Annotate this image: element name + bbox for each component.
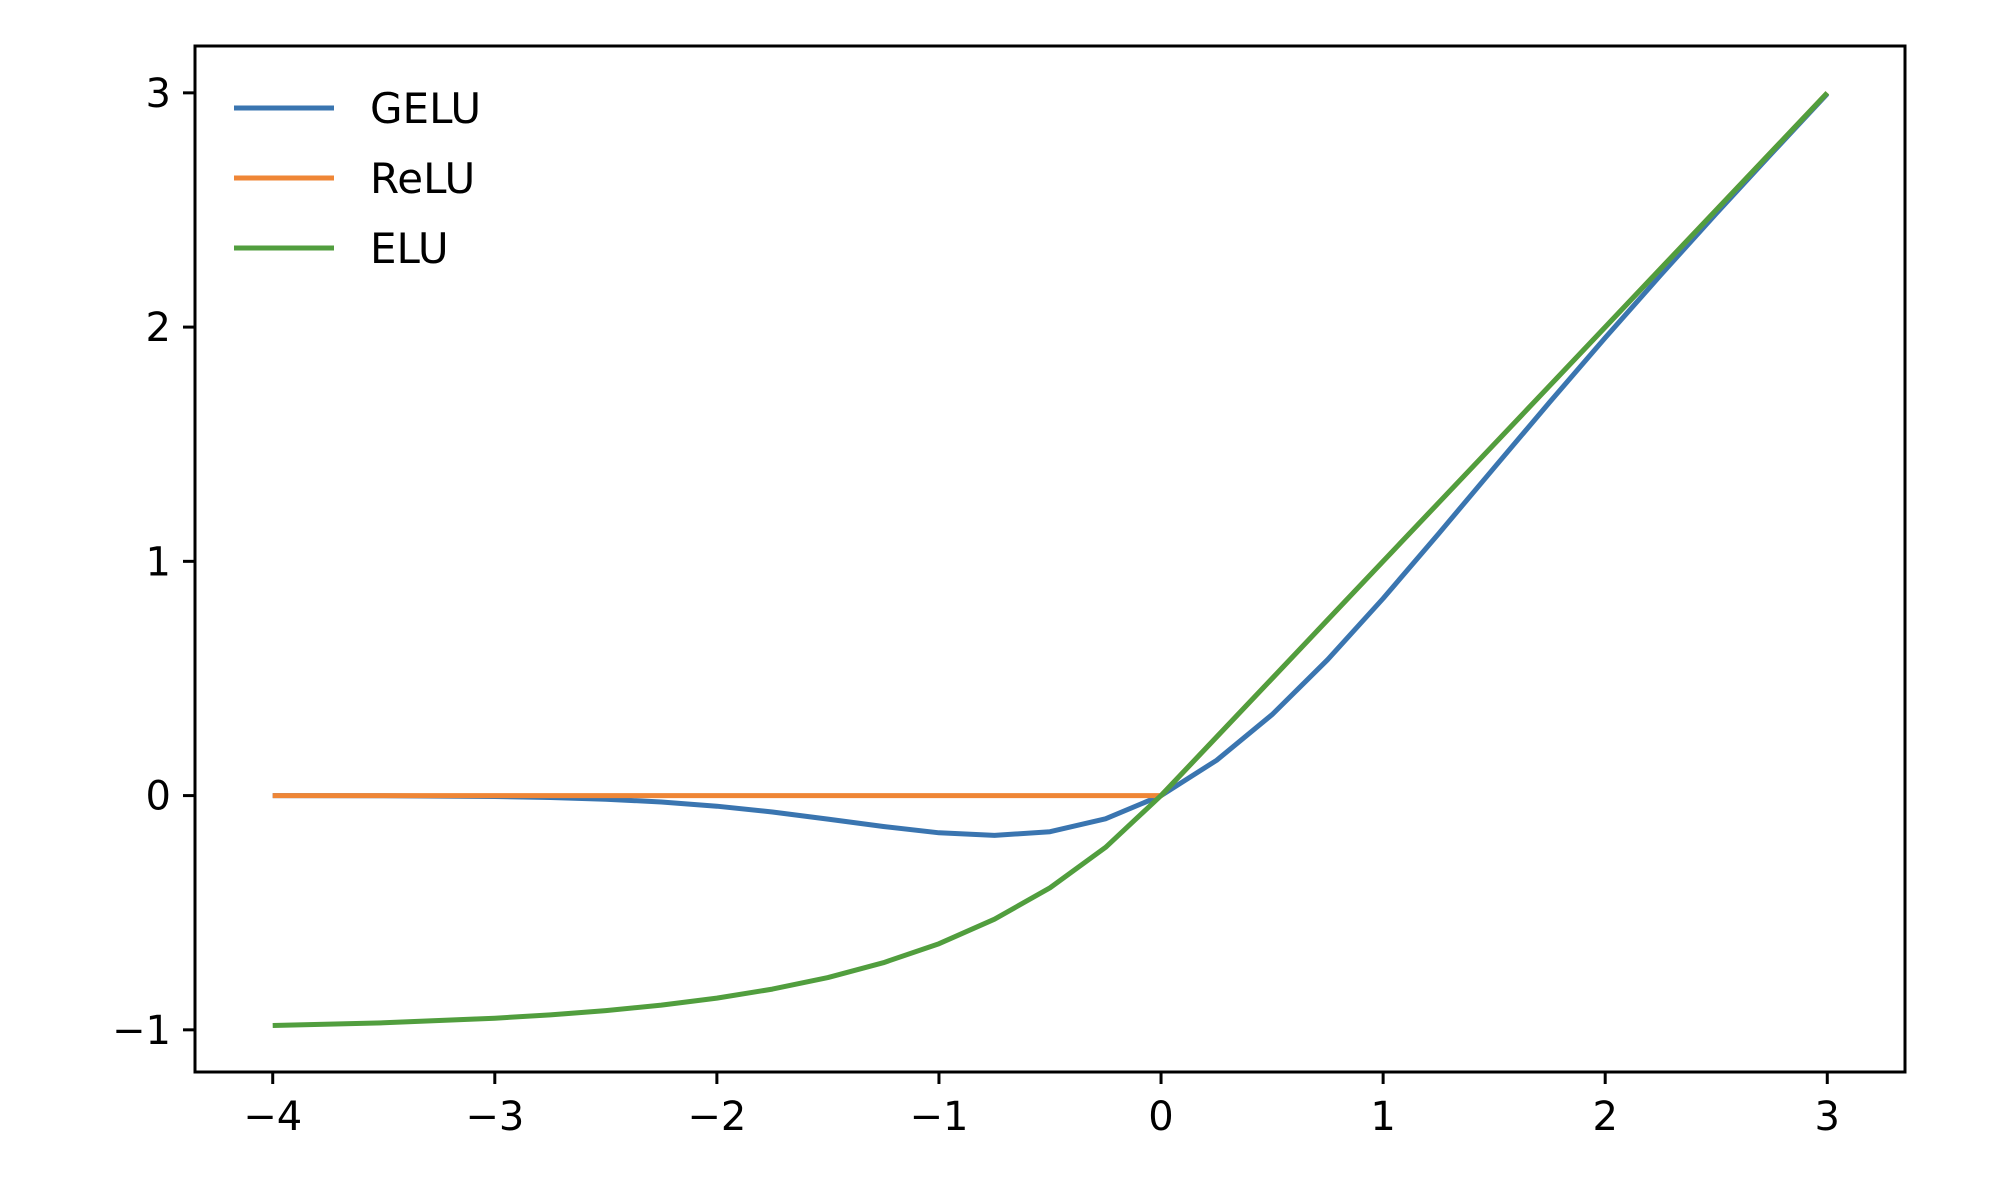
legend-label-relu: ReLU (370, 154, 475, 203)
x-tick-label: 1 (1370, 1094, 1395, 1140)
y-tick-label: 2 (146, 305, 171, 351)
x-tick-label: −3 (465, 1094, 524, 1140)
legend: GELU ReLU ELU (234, 84, 481, 273)
y-tick-label: 1 (146, 539, 171, 585)
x-tick-label: −2 (687, 1094, 746, 1140)
legend-label-elu: ELU (370, 224, 449, 273)
x-tick-label: 3 (1815, 1094, 1840, 1140)
x-tick-label: −4 (243, 1094, 302, 1140)
series-line-relu (272, 91, 1830, 799)
series-line-elu (272, 91, 1830, 1028)
y-tick-label: 3 (146, 71, 171, 117)
x-tick-label: −1 (909, 1094, 968, 1140)
x-tick-label: 2 (1592, 1094, 1617, 1140)
x-axis: −4 −3 −2 −1 0 1 2 3 (243, 1072, 1840, 1140)
y-tick-label: 0 (146, 774, 171, 820)
series-line-gelu (272, 92, 1830, 838)
y-axis: −1 0 1 2 3 (112, 71, 195, 1054)
y-tick-label: −1 (112, 1008, 171, 1054)
plot-frame (193, 44, 1907, 1074)
series-layer (272, 91, 1830, 1028)
x-tick-label: 0 (1148, 1094, 1173, 1140)
legend-label-gelu: GELU (370, 84, 481, 133)
